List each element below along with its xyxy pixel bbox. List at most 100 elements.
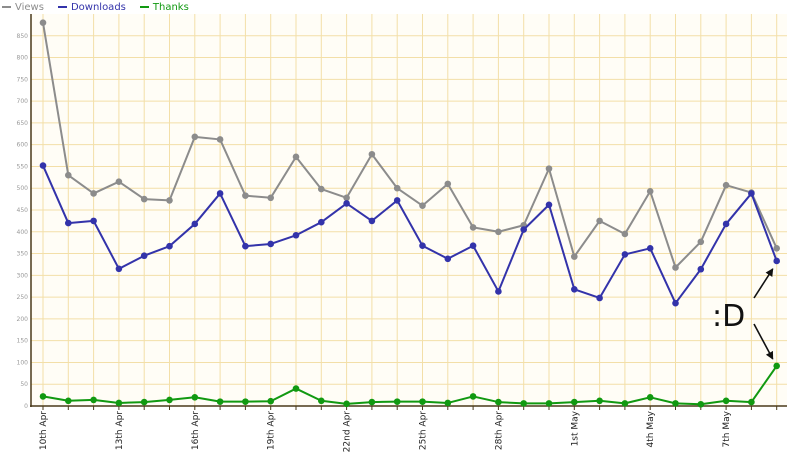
- data-point-views: [495, 228, 502, 236]
- data-point-downloads: [469, 242, 477, 250]
- data-point-views: [646, 187, 654, 195]
- data-point-downloads: [166, 242, 173, 250]
- data-point-thanks: [115, 399, 123, 407]
- data-point-thanks: [469, 393, 477, 400]
- x-ticks: 10th Apr 13th Apr 16th Apr 19th Apr 22nd Apr…: [39, 406, 778, 452]
- legend-swatch-views: [2, 6, 11, 8]
- data-point-downloads: [343, 200, 350, 207]
- data-point-views: [343, 194, 350, 202]
- data-point-downloads: [65, 219, 72, 227]
- legend-label-thanks: Thanks: [152, 1, 189, 13]
- data-point-views: [697, 238, 705, 246]
- data-point-views: [672, 264, 679, 271]
- x-tick-label: 28th Apr: [494, 411, 504, 450]
- data-point-downloads: [773, 257, 780, 265]
- data-point-downloads: [571, 285, 578, 293]
- data-point-thanks: [621, 400, 629, 407]
- y-tick-label: 100: [17, 359, 29, 366]
- data-point-thanks: [697, 400, 705, 408]
- y-tick-label: 600: [17, 142, 29, 149]
- data-point-views: [419, 202, 426, 209]
- data-point-thanks: [242, 398, 249, 405]
- y-tick-label: 550: [17, 163, 29, 170]
- legend-item-downloads: Downloads: [57, 2, 126, 13]
- y-tick-label: 750: [17, 76, 29, 83]
- data-point-downloads: [495, 288, 502, 295]
- annotation-arrow: [753, 323, 774, 360]
- data-point-downloads: [393, 197, 401, 204]
- data-point-downloads: [596, 294, 603, 302]
- data-point-views: [596, 217, 603, 225]
- y-tick-label: 50: [20, 381, 28, 388]
- data-point-thanks: [495, 398, 502, 406]
- data-point-views: [722, 181, 730, 189]
- data-point-views: [140, 195, 148, 203]
- data-point-downloads: [419, 242, 426, 250]
- data-point-thanks: [646, 393, 654, 401]
- series-line-views: [42, 22, 778, 269]
- data-point-downloads: [191, 220, 199, 228]
- data-point-thanks: [267, 397, 275, 405]
- data-point-thanks: [292, 385, 300, 392]
- data-point-downloads: [140, 252, 148, 260]
- data-point-downloads: [216, 190, 224, 197]
- y-tick-label: 350: [17, 251, 29, 258]
- data-point-views: [65, 171, 72, 179]
- x-tick-label: 4th May: [646, 410, 656, 447]
- legend: Views Downloads Thanks: [2, 0, 189, 14]
- data-point-thanks: [393, 398, 401, 405]
- annotation: :D: [712, 268, 774, 360]
- y-tick-label: 150: [17, 338, 29, 345]
- y-tick-label: 500: [17, 185, 29, 192]
- data-point-downloads: [520, 226, 527, 233]
- x-tick-label: 16th Apr: [191, 411, 201, 450]
- data-point-views: [318, 185, 325, 193]
- series-line-downloads: [42, 165, 778, 305]
- data-point-thanks: [343, 400, 350, 408]
- y-tick-label: 300: [17, 272, 29, 279]
- data-point-downloads: [672, 299, 679, 307]
- data-point-thanks: [520, 400, 527, 407]
- legend-swatch-thanks: [139, 6, 149, 8]
- data-point-views: [368, 150, 376, 158]
- data-point-downloads: [545, 201, 553, 209]
- data-point-thanks: [596, 397, 603, 405]
- data-point-downloads: [292, 231, 300, 239]
- data-point-views: [115, 178, 123, 185]
- x-tick-label: 13th Apr: [115, 411, 125, 450]
- x-tick-label: 10th Apr: [39, 411, 49, 450]
- y-tick-label: 200: [17, 316, 29, 323]
- data-point-thanks: [571, 398, 578, 406]
- x-tick-label: 19th Apr: [267, 411, 277, 450]
- data-point-views: [393, 184, 401, 192]
- data-point-thanks: [191, 393, 199, 401]
- data-point-downloads: [90, 217, 97, 225]
- data-point-thanks: [140, 398, 148, 406]
- data-point-views: [267, 194, 275, 202]
- data-point-thanks: [444, 399, 452, 407]
- y-tick-label: 450: [17, 207, 29, 214]
- annotation-text: :D: [712, 299, 745, 334]
- data-point-downloads: [646, 245, 654, 252]
- data-point-downloads: [621, 251, 629, 258]
- data-point-thanks: [773, 362, 780, 370]
- x-tick-label: 1st May: [570, 410, 580, 446]
- grid: 0 50 100 150 200 250 300 350 400 450 500 550 600 650 7…: [17, 14, 787, 410]
- data-point-downloads: [368, 217, 376, 225]
- data-point-thanks: [216, 398, 224, 405]
- y-tick-label: 850: [17, 33, 29, 40]
- legend-swatch-downloads: [57, 6, 67, 8]
- data-point-views: [469, 224, 477, 231]
- annotation-arrow: [753, 268, 774, 299]
- data-point-views: [571, 253, 578, 260]
- legend-item-thanks: Thanks: [139, 1, 189, 13]
- y-tick-label: 250: [17, 294, 29, 301]
- y-tick-label: 700: [17, 98, 29, 105]
- data-point-thanks: [748, 398, 755, 406]
- series-thanks: [39, 362, 780, 408]
- data-point-views: [444, 180, 452, 188]
- data-point-views: [191, 133, 199, 141]
- data-point-views: [545, 165, 553, 172]
